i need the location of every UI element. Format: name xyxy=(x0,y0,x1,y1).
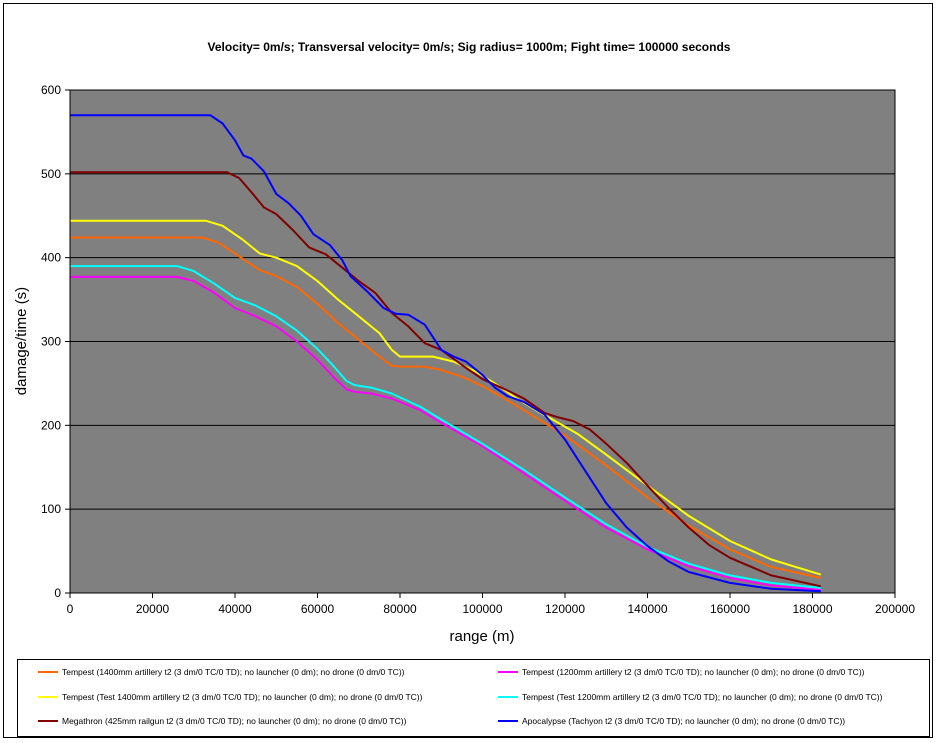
chart-frame: Velocity= 0m/s; Transversal velocity= 0m… xyxy=(3,3,933,738)
y-tick-label: 600 xyxy=(41,83,61,97)
chart: Velocity= 0m/s; Transversal velocity= 0m… xyxy=(13,40,915,645)
x-tick-label: 200000 xyxy=(875,602,915,616)
x-tick-label: 60000 xyxy=(301,602,335,616)
x-axis: 0 20000 40000 60000 80000 100000 120000 140000 1… xyxy=(67,593,915,616)
x-tick-label: 160000 xyxy=(710,602,750,616)
y-tick-label: 200 xyxy=(41,418,61,432)
y-tick-label: 500 xyxy=(41,167,61,181)
legend-entry: Tempest (Test 1400mm artillery t2 (3 dm/… xyxy=(38,690,422,704)
legend-entry: Tempest (1200mm artillery t2 (3 dm/0 TC/… xyxy=(498,665,865,679)
legend-entry: Apocalypse (Tachyon t2 (3 dm/0 TC/0 TD);… xyxy=(498,714,845,728)
y-tick-label: 400 xyxy=(41,251,61,265)
series-line xyxy=(70,236,822,579)
x-tick-label: 100000 xyxy=(462,602,502,616)
legend-entry: Tempest (Test 1200mm artillery t2 (3 dm/… xyxy=(498,690,882,704)
series-line xyxy=(70,114,821,593)
y-tick-label: 300 xyxy=(41,335,61,349)
chart-title: Velocity= 0m/s; Transversal velocity= 0m… xyxy=(208,40,731,54)
legend-label: Megathron (425mm railgun t2 (3 dm/0 TC/0… xyxy=(62,716,407,726)
gridlines xyxy=(70,173,895,510)
x-tick-label: 40000 xyxy=(218,602,252,616)
legend-swatch xyxy=(498,720,518,722)
y-tick-label: 100 xyxy=(41,502,61,516)
series-line xyxy=(70,275,821,591)
legend: Tempest (1400mm artillery t2 (3 dm/0 TC/… xyxy=(17,659,930,737)
x-tick-label: 120000 xyxy=(545,602,585,616)
x-tick-label: 140000 xyxy=(627,602,667,616)
legend-label: Tempest (1200mm artillery t2 (3 dm/0 TC/… xyxy=(522,667,865,677)
legend-label: Apocalypse (Tachyon t2 (3 dm/0 TC/0 TD);… xyxy=(522,716,846,726)
x-tick-label: 80000 xyxy=(383,602,417,616)
legend-swatch xyxy=(38,696,58,698)
x-tick-label: 20000 xyxy=(136,602,170,616)
legend-swatch xyxy=(38,671,58,673)
y-axis-label: damage/time (s) xyxy=(13,287,30,395)
series-line xyxy=(70,219,822,576)
series-lines xyxy=(70,114,822,593)
legend-swatch xyxy=(38,720,58,722)
x-axis-label: range (m) xyxy=(449,628,514,645)
legend-entry: Tempest (1400mm artillery t2 (3 dm/0 TC/… xyxy=(38,665,405,679)
legend-label: Tempest (Test 1200mm artillery t2 (3 dm/… xyxy=(522,692,883,702)
legend-label: Tempest (1400mm artillery t2 (3 dm/0 TC/… xyxy=(62,667,405,677)
y-tick-label: 0 xyxy=(54,586,61,600)
legend-entry: Megathron (425mm railgun t2 (3 dm/0 TC/0… xyxy=(38,714,406,728)
legend-swatch xyxy=(498,696,518,698)
legend-swatch xyxy=(498,671,518,673)
x-tick-label: 180000 xyxy=(792,602,832,616)
y-axis: 0 100 200 300 400 500 600 xyxy=(41,83,70,600)
series-line xyxy=(70,171,822,588)
legend-label: Tempest (Test 1400mm artillery t2 (3 dm/… xyxy=(62,692,423,702)
x-tick-label: 0 xyxy=(67,602,74,616)
